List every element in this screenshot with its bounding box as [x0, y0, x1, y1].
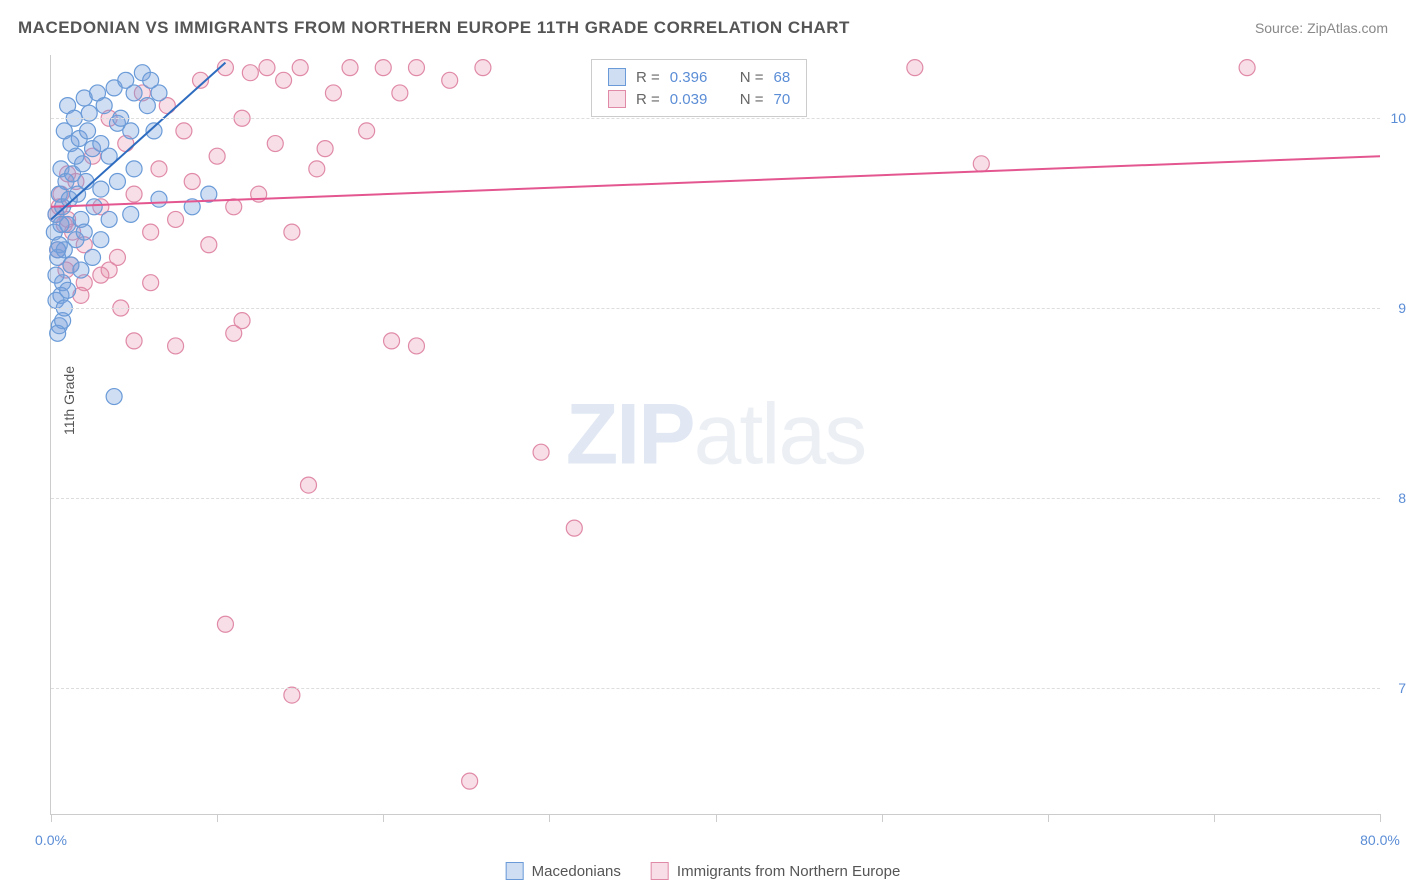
r-value-immigrants: 0.039: [670, 91, 722, 108]
legend-item-immigrants: Immigrants from Northern Europe: [651, 862, 900, 880]
n-value-immigrants: 70: [774, 91, 791, 108]
n-value-macedonians: 68: [774, 69, 791, 86]
legend-label-immigrants: Immigrants from Northern Europe: [677, 863, 900, 880]
ytick-label: 92.5%: [1386, 300, 1406, 316]
legend-swatch-immigrants: [608, 90, 626, 108]
r-label: R =: [636, 69, 660, 86]
ytick-label: 77.5%: [1386, 680, 1406, 696]
legend-swatch-immigrants: [651, 862, 669, 880]
ytick-label: 100.0%: [1386, 110, 1406, 126]
legend-swatch-macedonians: [506, 862, 524, 880]
n-label: N =: [740, 69, 764, 86]
r-label: R =: [636, 91, 660, 108]
xtick-label: 0.0%: [35, 832, 67, 848]
scatter-svg: [51, 55, 1380, 814]
legend-item-macedonians: Macedonians: [506, 862, 621, 880]
xtick-label: 80.0%: [1360, 832, 1400, 848]
legend-stats-row-macedonians: R = 0.396 N = 68: [608, 66, 790, 88]
legend-swatch-macedonians: [608, 68, 626, 86]
n-label: N =: [740, 91, 764, 108]
r-value-macedonians: 0.396: [670, 69, 722, 86]
source-label: Source: ZipAtlas.com: [1255, 20, 1388, 36]
legend-bottom: Macedonians Immigrants from Northern Eur…: [506, 862, 901, 880]
chart-title: MACEDONIAN VS IMMIGRANTS FROM NORTHERN E…: [18, 18, 850, 38]
legend-stats-row-immigrants: R = 0.039 N = 70: [608, 88, 790, 110]
chart-plot-area: 11th Grade ZIPatlas R = 0.396 N = 68 R =…: [50, 55, 1380, 815]
ytick-label: 85.0%: [1386, 490, 1406, 506]
legend-stats-box: R = 0.396 N = 68 R = 0.039 N = 70: [591, 59, 807, 117]
legend-label-macedonians: Macedonians: [532, 863, 621, 880]
